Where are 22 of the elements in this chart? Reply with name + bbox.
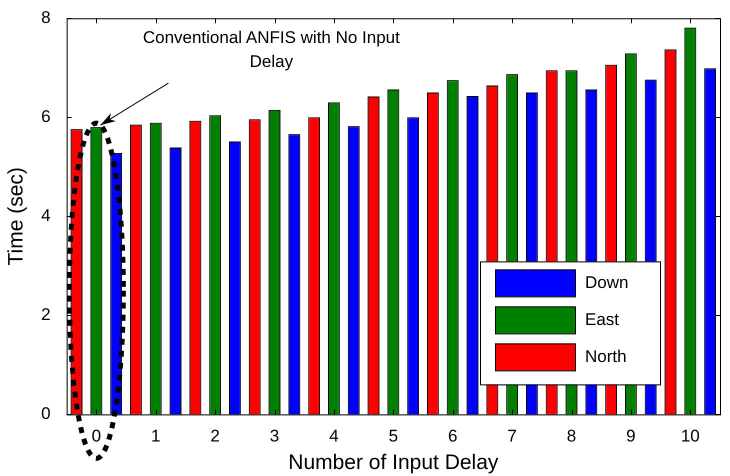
y-tick-label: 8 [41, 8, 51, 27]
annotation: Conventional ANFIS with No Input Delay [142, 28, 400, 72]
x-tick-label: 3 [270, 426, 280, 446]
legend-label: North [585, 347, 627, 366]
y-tick-label: 0 [41, 404, 51, 424]
x-tick-label: 1 [151, 426, 160, 446]
y-tick-label: 2 [41, 305, 51, 324]
x-tick-label: 6 [448, 426, 458, 446]
x-tick-label: 7 [507, 426, 517, 446]
x-tick-label: 10 [680, 426, 700, 446]
legend-label: Down [585, 273, 628, 292]
legend-label: East [585, 310, 620, 330]
y-tick-label: 4 [41, 206, 51, 225]
x-tick-label: 4 [329, 426, 339, 446]
x-tick-label: 5 [388, 426, 398, 446]
x-tick-label: 8 [566, 426, 576, 446]
x-tick-label: 0 [92, 426, 102, 446]
x-axis-title: Number of Input Delay [288, 451, 499, 474]
x-tick-label: 9 [626, 426, 636, 446]
y-tick-label: 6 [41, 106, 51, 126]
x-tick-label: 2 [210, 426, 220, 446]
y-axis-title: Time (sec) [4, 167, 28, 266]
